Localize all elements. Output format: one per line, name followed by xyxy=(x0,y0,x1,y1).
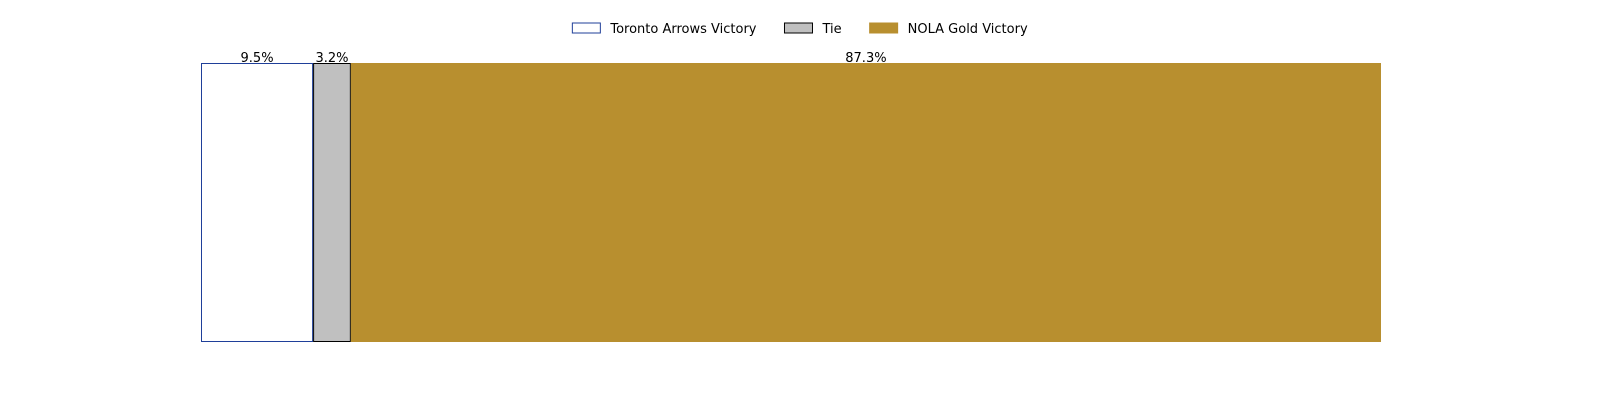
legend-item-3: NOLA Gold Victory xyxy=(869,22,1028,37)
data-labels: 9.5% 3.2% 87.3% xyxy=(241,51,887,66)
legend-swatch-1 xyxy=(571,22,601,34)
data-label-1: 9.5% xyxy=(241,51,274,66)
data-label-2: 3.2% xyxy=(315,51,348,66)
legend-item-1: Toronto Arrows Victory xyxy=(571,22,757,37)
legend-item-2: Tie xyxy=(783,22,842,37)
legend-label-2: Tie xyxy=(821,22,841,37)
bar-segment-1 xyxy=(201,63,314,342)
legend-label-3: NOLA Gold Victory xyxy=(908,22,1028,37)
data-label-3: 87.3% xyxy=(845,51,886,66)
bar-segment-2 xyxy=(313,63,351,342)
stacked-bar xyxy=(201,63,1381,342)
legend-swatch-2 xyxy=(783,22,813,34)
legend-swatch-3 xyxy=(869,22,899,34)
legend: Toronto Arrows Victory Tie NOLA Gold Victo… xyxy=(571,22,1028,37)
bar-segment-3 xyxy=(350,63,1381,342)
legend-label-1: Toronto Arrows Victory xyxy=(609,22,756,37)
